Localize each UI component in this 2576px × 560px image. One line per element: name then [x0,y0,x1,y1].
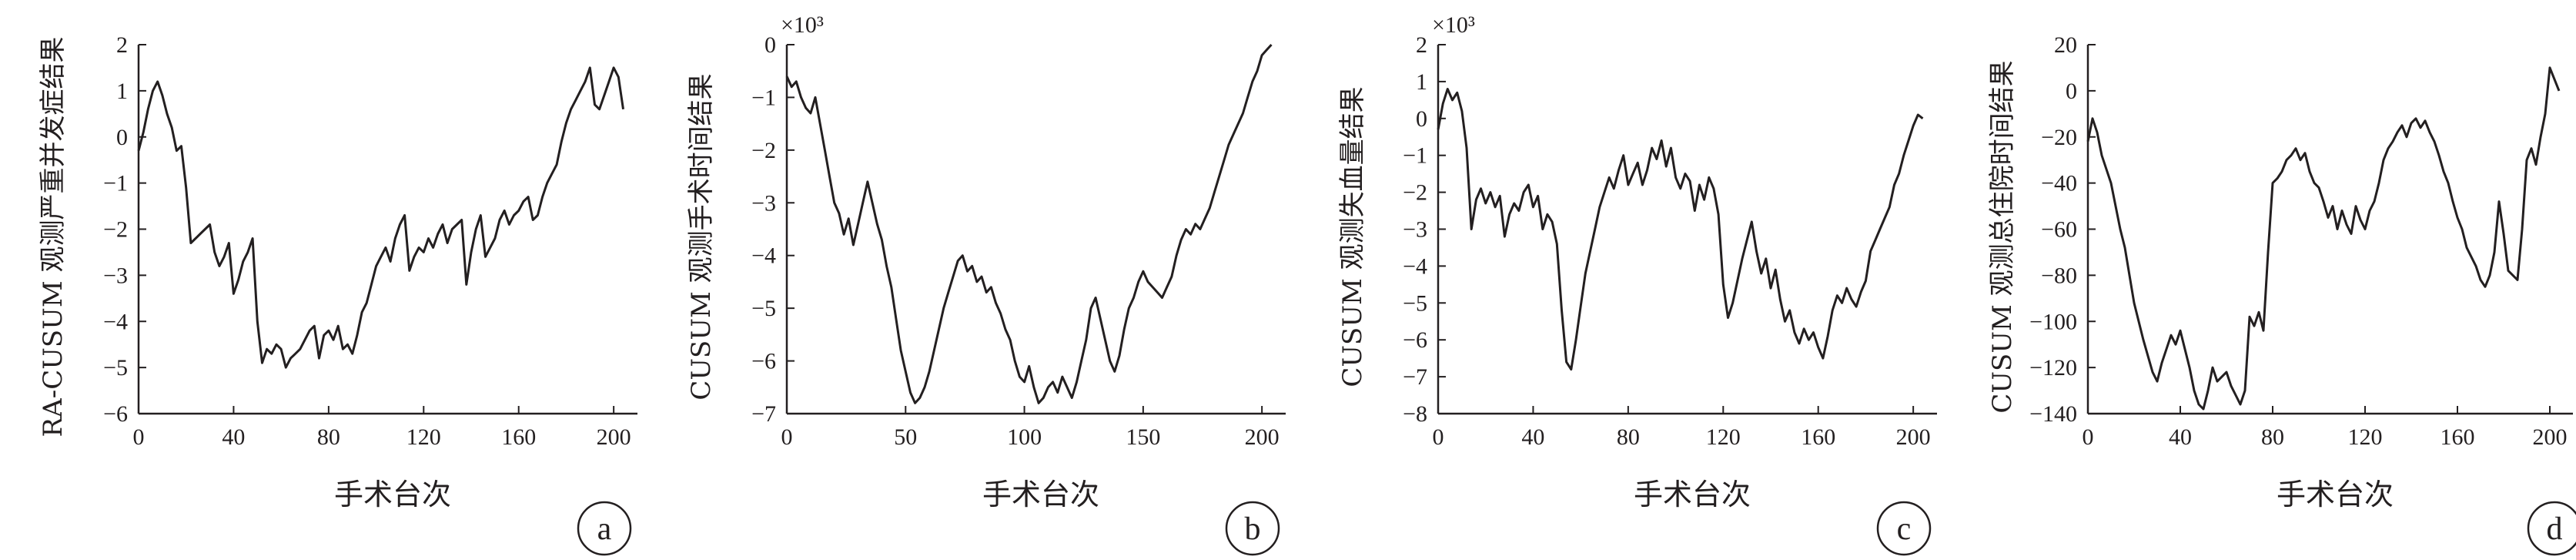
x-axis-label: 手术台次 [334,478,451,511]
y-tick-label: −7 [1403,364,1427,390]
y-tick-label: −6 [751,349,776,374]
y-tick-label: −1 [103,171,128,196]
y-tick-label: 0 [116,125,128,150]
y-tick-label: −8 [1403,401,1427,427]
y-tick-label: −80 [2041,263,2077,288]
y-axis-label: CUSUM 观测总住院时间结果 [1987,60,2018,413]
x-tick-label: 160 [501,424,536,450]
y-tick-label: 0 [1416,106,1427,132]
panel-badge-circle [577,501,632,556]
y-tick-label: −6 [1403,327,1427,353]
x-axis-label: 手术台次 [982,478,1099,511]
y-tick-label: −100 [2029,309,2077,334]
x-tick-label: 0 [781,424,793,450]
y-tick-label: −1 [1403,143,1427,169]
y-multiplier: ×10³ [1432,12,1475,38]
panel-badge-label: d [2547,511,2563,547]
x-tick-label: 150 [1126,424,1160,450]
x-tick-label: 120 [1706,424,1741,450]
x-tick-label: 160 [1801,424,1835,450]
x-tick-label: 200 [1245,424,1280,450]
x-tick-label: 120 [406,424,441,450]
x-tick-label: 200 [597,424,631,450]
x-tick-label: 50 [894,424,917,450]
x-tick-label: 40 [2169,424,2192,450]
y-tick-label: −120 [2029,355,2077,381]
y-tick-label: −140 [2029,401,2077,427]
series-line [785,43,1273,404]
x-axis-label: 手术台次 [2277,478,2394,511]
y-tick-label: −3 [1403,217,1427,243]
y-tick-label: 2 [116,32,128,58]
series-line [1437,88,1924,371]
panel-badge-circle [1876,501,1932,556]
x-tick-label: 40 [1521,424,1544,450]
y-tick-label: −4 [103,309,128,334]
panel-badge-label: b [1245,511,1261,547]
y-tick-label: −5 [103,355,128,381]
y-multiplier: ×10³ [781,12,824,38]
x-tick-label: 80 [317,424,340,450]
y-tick-label: −2 [751,138,776,163]
y-tick-label: −4 [751,243,776,269]
x-tick-label: 160 [2441,424,2475,450]
y-tick-label: 2 [1416,32,1427,58]
x-tick-label: 80 [2261,424,2284,450]
x-tick-label: 80 [1617,424,1640,450]
x-tick-label: 120 [2348,424,2383,450]
y-tick-label: −6 [103,401,128,427]
y-tick-label: −40 [2041,171,2077,196]
y-axis-label: CUSUM 观测失血量结果 [1337,86,1368,387]
y-tick-label: −3 [751,190,776,216]
y-tick-label: 1 [116,79,128,104]
y-tick-label: −7 [751,401,776,427]
y-axis-label: CUSUM 观测手术时间结果 [686,73,717,400]
panel-badge-label: a [597,511,612,547]
y-tick-label: −3 [103,263,128,288]
y-tick-label: 0 [764,32,776,58]
y-tick-label: −5 [751,296,776,321]
y-tick-label: −20 [2041,125,2077,150]
y-tick-label: 0 [2066,79,2077,104]
y-tick-label: −1 [751,85,776,110]
y-tick-label: −2 [103,217,128,243]
x-tick-label: 0 [1433,424,1444,450]
y-tick-label: −5 [1403,290,1427,316]
panel-b: −7 −6 −5 −4 −3 −2 −1 0 0 50 100 150 200 ×10³ 手术台次 CUSUM… [686,12,1286,556]
panel-badge-circle [1225,501,1280,556]
panel-badge-circle [2527,501,2576,556]
x-tick-label: 200 [2533,424,2568,450]
x-tick-label: 0 [133,424,145,450]
x-axis-label: 手术台次 [1634,478,1751,511]
y-tick-label: 1 [1416,69,1427,95]
y-tick-label: −60 [2041,217,2077,243]
y-tick-label: 20 [2054,32,2077,58]
y-tick-label: −2 [1403,180,1427,206]
series-line [2086,66,2561,411]
y-axis-label: RA-CUSUM 观测严重并发症结果 [38,37,69,438]
x-tick-label: 100 [1007,424,1042,450]
panel-badge-label: c [1897,511,1912,547]
x-tick-label: 40 [222,424,245,450]
x-tick-label: 200 [1896,424,1931,450]
x-tick-label: 0 [2083,424,2094,450]
series-line [137,66,624,369]
y-tick-label: −4 [1403,253,1427,279]
